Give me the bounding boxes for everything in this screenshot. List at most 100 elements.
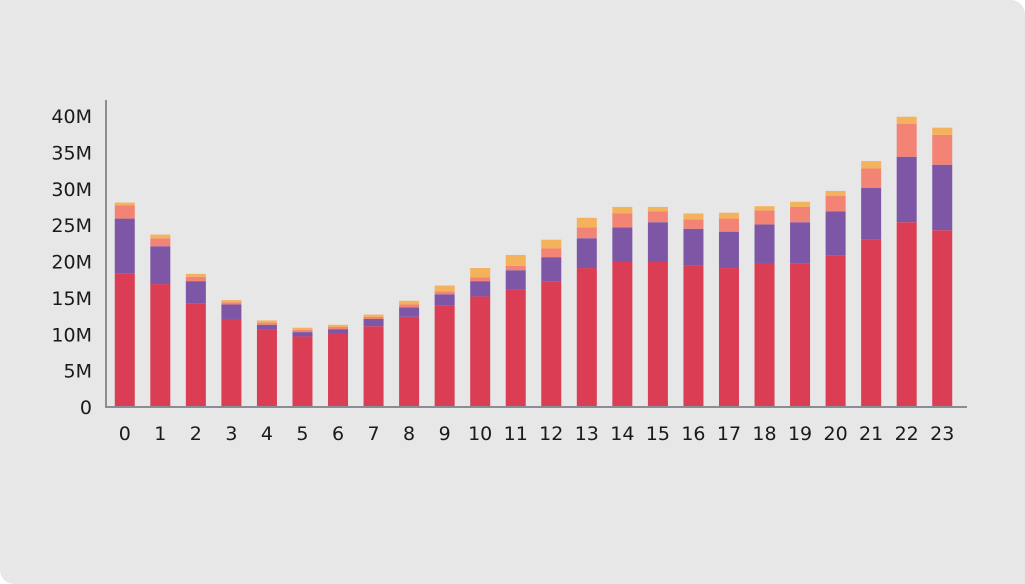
bar-15-series-3 (647, 211, 668, 223)
bar-21-series-3 (861, 168, 882, 189)
x-tick-label: 17 (717, 423, 741, 445)
bar-18-series-4 (754, 206, 775, 211)
bar-19-series-2 (790, 222, 811, 264)
bar-13-series-4 (576, 217, 597, 228)
x-tick-label: 11 (504, 423, 528, 445)
bar-4-series-2 (256, 324, 277, 330)
bar-15-series-4 (647, 206, 668, 212)
x-tick-label: 13 (575, 423, 599, 445)
bar-17-series-1 (718, 268, 739, 407)
bar-12-series-1 (541, 281, 562, 407)
bar-19-series-3 (790, 206, 811, 223)
bar-16-series-4 (683, 213, 704, 220)
bar-22-series-2 (896, 156, 917, 223)
x-tick-label: 2 (190, 423, 202, 445)
bar-7-series-3 (363, 316, 384, 319)
bar-12-series-4 (541, 239, 562, 249)
y-tick-label: 15M (51, 288, 92, 310)
bar-16-series-3 (683, 219, 704, 229)
bar-6-series-1 (328, 333, 349, 407)
bar-20-series-3 (825, 196, 846, 212)
bar-1-series-3 (150, 238, 171, 247)
bar-0-series-4 (114, 202, 135, 206)
x-tick-label: 0 (119, 423, 131, 445)
y-tick-label: 10M (51, 324, 92, 346)
x-tick-label: 14 (610, 423, 634, 445)
bar-18-series-2 (754, 224, 775, 263)
x-axis-ticks: 0 1 2 3 4 5 6 7 8 9 10 11 12 13 14 15 16 17 18 19 20 21 22 23 (119, 423, 955, 445)
bar-1-series-2 (150, 246, 171, 285)
bar-3-series-4 (221, 300, 242, 303)
bar-2-series-1 (185, 303, 206, 407)
bar-10-series-3 (470, 277, 491, 282)
bar-2-series-3 (185, 276, 206, 282)
bar-9-series-4 (434, 285, 455, 292)
y-tick-label: 40M (51, 106, 92, 128)
x-tick-label: 19 (788, 423, 812, 445)
bar-21-series-4 (861, 161, 882, 169)
x-tick-label: 20 (824, 423, 848, 445)
x-tick-label: 6 (332, 423, 344, 445)
bar-1-series-1 (150, 284, 171, 407)
bar-1-series-4 (150, 234, 171, 239)
bar-12-series-3 (541, 248, 562, 258)
bar-15-series-2 (647, 222, 668, 262)
bar-6-series-4 (328, 324, 349, 327)
y-tick-label: 0 (80, 397, 92, 419)
bar-15-series-1 (647, 261, 668, 407)
bar-9-series-3 (434, 291, 455, 295)
x-tick-label: 5 (296, 423, 308, 445)
bar-22-series-4 (896, 116, 917, 125)
bar-12-series-2 (541, 257, 562, 282)
bar-20-series-1 (825, 255, 846, 407)
bar-23-series-2 (932, 164, 953, 231)
bar-10-series-2 (470, 281, 491, 297)
bar-8-series-4 (399, 300, 420, 305)
x-tick-label: 8 (403, 423, 415, 445)
bar-7-series-4 (363, 314, 384, 317)
x-tick-label: 18 (752, 423, 776, 445)
x-tick-label: 9 (439, 423, 451, 445)
x-tick-label: 21 (859, 423, 883, 445)
bar-23-series-3 (932, 134, 953, 165)
bar-9-series-1 (434, 305, 455, 407)
bar-21-series-2 (861, 188, 882, 240)
x-tick-label: 7 (368, 423, 380, 445)
x-tick-label: 16 (681, 423, 705, 445)
bar-4-series-3 (256, 322, 277, 325)
x-tick-label: 10 (468, 423, 492, 445)
bar-5-series-2 (292, 332, 313, 337)
bar-19-series-1 (790, 263, 811, 407)
bar-3-series-1 (221, 318, 242, 407)
x-tick-label: 23 (930, 423, 954, 445)
bar-21-series-1 (861, 239, 882, 407)
bar-8-series-3 (399, 304, 420, 308)
bar-5-series-4 (292, 327, 313, 330)
x-tick-label: 4 (261, 423, 273, 445)
bar-14-series-4 (612, 206, 633, 214)
bar-16-series-1 (683, 265, 704, 407)
y-tick-label: 35M (51, 142, 92, 164)
bar-8-series-2 (399, 307, 420, 317)
bar-7-series-2 (363, 318, 384, 327)
bars-group (114, 116, 953, 407)
y-tick-label: 30M (51, 179, 92, 201)
bar-5-series-3 (292, 329, 313, 333)
bar-6-series-3 (328, 326, 349, 330)
bar-0-series-1 (114, 273, 135, 407)
bar-20-series-4 (825, 190, 846, 197)
bar-17-series-3 (718, 218, 739, 232)
bar-14-series-2 (612, 227, 633, 262)
x-tick-label: 3 (225, 423, 237, 445)
bar-11-series-3 (505, 265, 526, 271)
bar-14-series-3 (612, 213, 633, 228)
bar-4-series-1 (256, 329, 277, 407)
bar-13-series-3 (576, 227, 597, 239)
bar-11-series-1 (505, 289, 526, 407)
bar-3-series-3 (221, 302, 242, 305)
bar-0-series-3 (114, 205, 135, 219)
y-tick-label: 20M (51, 252, 92, 274)
x-tick-label: 15 (646, 423, 670, 445)
bar-10-series-1 (470, 296, 491, 407)
